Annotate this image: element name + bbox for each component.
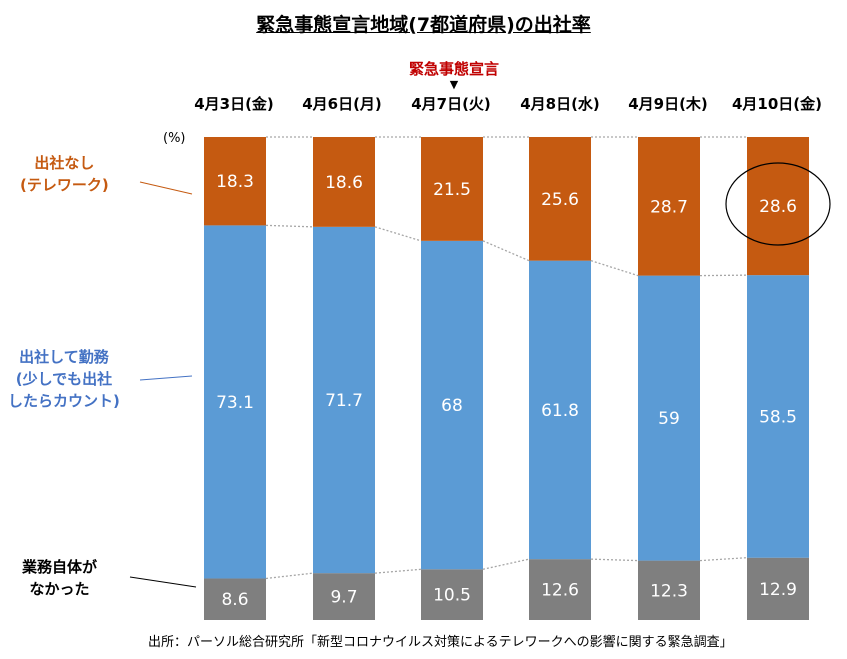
date-label-apr6: 4月6日(月) — [302, 95, 382, 113]
value-label-none-2: 10.5 — [433, 586, 471, 606]
date-label-apr10: 4月10日(金) — [731, 95, 823, 113]
value-label-none-4: 12.3 — [650, 581, 688, 601]
bar-remote-5 — [747, 137, 809, 276]
value-label-remote-5: 28.6 — [759, 197, 797, 217]
value-label-none-1: 9.7 — [330, 588, 357, 608]
value-label-none-3: 12.6 — [541, 581, 579, 601]
bar-remote-2 — [421, 137, 483, 241]
legend-none-leader — [129, 576, 197, 588]
value-label-office-0: 73.1 — [216, 393, 254, 413]
bar-none-5 — [747, 557, 809, 620]
bar-office-4 — [638, 275, 700, 561]
legend-remote-line2: (テレワーク) — [20, 176, 109, 194]
legend-remote: 出社なし (テレワーク) — [20, 152, 109, 196]
date-label-apr3: 4月3日(金) — [194, 95, 274, 113]
value-label-office-4: 59 — [658, 409, 680, 429]
chart-title: 緊急事態宣言地域(7都道府県)の出社率 — [256, 14, 591, 36]
bar-remote-3 — [529, 137, 591, 261]
source-note: 出所：パーソル総合研究所「新型コロナウイルス対策によるテレワークへの影響に関する… — [148, 635, 733, 650]
connector-line-0-2 — [265, 572, 314, 580]
legend-none: 業務自体が なかった — [22, 556, 97, 600]
connector-line-3-2 — [590, 558, 639, 562]
bar-office-5 — [747, 275, 809, 558]
legend-office: 出社して勤務 (少しでも出社 したらカウント) — [8, 346, 120, 412]
bar-office-3 — [529, 260, 591, 560]
legend-none-line1: 業務自体が — [22, 558, 98, 576]
connector-line-2-2 — [482, 558, 530, 570]
legend-none-line2: なかった — [29, 580, 90, 598]
date-label-apr9: 4月9日(木) — [628, 95, 708, 113]
bar-none-0 — [204, 578, 266, 620]
bar-none-4 — [638, 560, 700, 620]
date-label-apr7: 4月7日(火) — [411, 95, 491, 113]
bar-remote-0 — [204, 137, 266, 226]
legend-office-line2: (少しでも出社 — [15, 370, 113, 388]
value-label-office-1: 71.7 — [325, 391, 363, 411]
value-label-remote-2: 21.5 — [433, 180, 471, 200]
value-label-remote-1: 18.6 — [325, 173, 363, 193]
value-label-office-5: 58.5 — [759, 407, 797, 427]
bar-none-2 — [421, 569, 483, 620]
bar-remote-4 — [638, 137, 700, 276]
bar-office-0 — [204, 225, 266, 579]
value-label-office-3: 61.8 — [541, 401, 579, 421]
connector-line-4-2 — [699, 557, 748, 562]
down-arrow-icon: ▼ — [449, 78, 459, 91]
emergency-declaration-label: 緊急事態宣言 — [408, 60, 499, 78]
connector-line-1-1 — [374, 226, 422, 242]
legend-office-line1: 出社して勤務 — [19, 348, 109, 366]
bar-office-1 — [313, 226, 375, 574]
value-label-none-0: 8.6 — [221, 590, 248, 610]
legend-office-line3: したらカウント) — [8, 392, 120, 410]
value-label-office-2: 68 — [441, 396, 463, 416]
bar-none-3 — [529, 559, 591, 620]
legend-remote-leader — [139, 181, 193, 195]
legend-remote-line1: 出社なし — [34, 154, 95, 172]
value-label-remote-3: 25.6 — [541, 190, 579, 210]
bar-office-2 — [421, 240, 483, 570]
connector-line-3-1 — [590, 260, 639, 277]
connector-line-1-2 — [374, 568, 422, 574]
date-label-apr8: 4月8日(水) — [520, 95, 600, 113]
connector-line-2-1 — [482, 240, 530, 262]
legend-office-leader — [139, 375, 193, 381]
bar-remote-1 — [313, 137, 375, 227]
value-label-none-5: 12.9 — [759, 580, 797, 600]
connector-line-0-1 — [265, 224, 314, 228]
value-label-remote-0: 18.3 — [216, 172, 254, 192]
bars-group: 8.6 73.1 18.3 9.7 71.7 18.6 10.5 68 21.5 12.6 61.8… — [204, 136, 809, 620]
value-label-remote-4: 28.7 — [650, 197, 688, 217]
bar-none-1 — [313, 573, 375, 620]
highlight-circle — [725, 162, 831, 246]
unit-label: (%) — [163, 131, 186, 146]
